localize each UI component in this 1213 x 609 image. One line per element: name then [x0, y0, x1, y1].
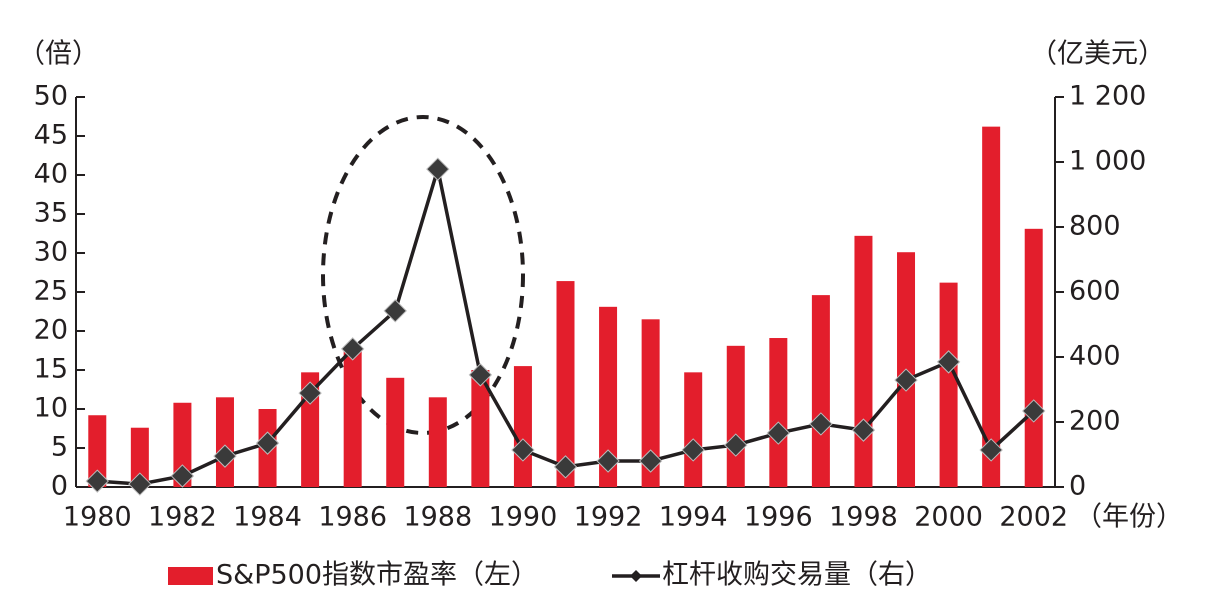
x-axis-label: （年份） [1075, 502, 1183, 533]
marker [511, 438, 535, 462]
bar [471, 370, 490, 487]
y-tick-label: 50 [34, 81, 68, 112]
x-tick-label: 1986 [318, 502, 387, 533]
y2-tick-label: 800 [1069, 211, 1121, 242]
y-tick-label: 40 [34, 159, 68, 190]
y-axis-label: （倍） [18, 39, 99, 70]
bar [88, 415, 107, 487]
bar [428, 397, 447, 487]
y-tick-label: 10 [34, 393, 68, 424]
legend-marker [630, 570, 642, 582]
marker [766, 421, 791, 445]
marker [468, 363, 493, 387]
bar [386, 377, 405, 487]
x-tick-label: 1998 [829, 502, 898, 533]
y2-tick-label: 600 [1069, 276, 1121, 307]
highlight-ellipse [321, 115, 525, 435]
y-tick-label: 0 [51, 471, 68, 502]
bar [556, 281, 575, 487]
marker [936, 350, 961, 374]
bar [811, 295, 830, 487]
marker [255, 431, 280, 455]
y-tick-label: 25 [34, 276, 68, 307]
bar [726, 345, 745, 487]
marker [596, 449, 620, 473]
bar [173, 402, 192, 487]
marker [851, 418, 876, 442]
bar [130, 427, 149, 487]
y2-tick-label: 1 000 [1069, 146, 1146, 177]
bar [513, 366, 532, 487]
marker [85, 469, 109, 493]
marker [809, 412, 833, 436]
y2-axis-label: （亿美元） [1030, 39, 1165, 70]
x-tick-label: 2002 [999, 502, 1068, 533]
y2-tick-label: 200 [1069, 406, 1121, 437]
x-tick-label: 1980 [63, 502, 132, 533]
x-tick-label: 1988 [403, 502, 472, 533]
legend-label: 杠杆收购交易量（右） [662, 560, 932, 591]
marker [170, 464, 195, 488]
bar [641, 319, 660, 487]
bar [684, 372, 703, 487]
bar [1024, 228, 1043, 487]
marker [553, 455, 578, 479]
bar [854, 235, 873, 487]
marker [298, 381, 322, 405]
legend-swatch [168, 567, 213, 585]
legend-label: S&P500指数市盈率（左） [216, 560, 538, 591]
y2-tick-label: 1 200 [1069, 81, 1146, 112]
bar [769, 338, 788, 487]
marker [979, 438, 1003, 462]
x-tick-label: 1984 [233, 502, 302, 533]
bar [599, 306, 618, 487]
marker [213, 444, 237, 468]
x-tick-label: 1990 [489, 502, 558, 533]
marker [1022, 399, 1046, 423]
y2-tick-label: 400 [1069, 341, 1121, 372]
x-tick-label: 2000 [914, 502, 983, 533]
y-tick-label: 15 [34, 354, 68, 385]
marker [426, 157, 450, 181]
marker [128, 472, 152, 496]
marker [340, 337, 365, 361]
marker [383, 299, 407, 323]
x-tick-label: 1996 [744, 502, 813, 533]
y-tick-label: 35 [34, 198, 68, 229]
bar [939, 282, 958, 487]
x-tick-label: 1982 [148, 502, 217, 533]
y-tick-label: 5 [51, 432, 68, 463]
y2-tick-label: 0 [1069, 471, 1086, 502]
x-tick-label: 1992 [574, 502, 643, 533]
marker [724, 433, 748, 457]
marker [681, 438, 705, 462]
bar [215, 397, 234, 487]
y-tick-label: 20 [34, 315, 68, 346]
bar [982, 126, 1001, 487]
marker [894, 368, 918, 392]
y-tick-label: 30 [34, 237, 68, 268]
marker [638, 449, 663, 473]
y-tick-label: 45 [34, 120, 68, 151]
x-tick-label: 1994 [659, 502, 728, 533]
bar [343, 350, 362, 487]
